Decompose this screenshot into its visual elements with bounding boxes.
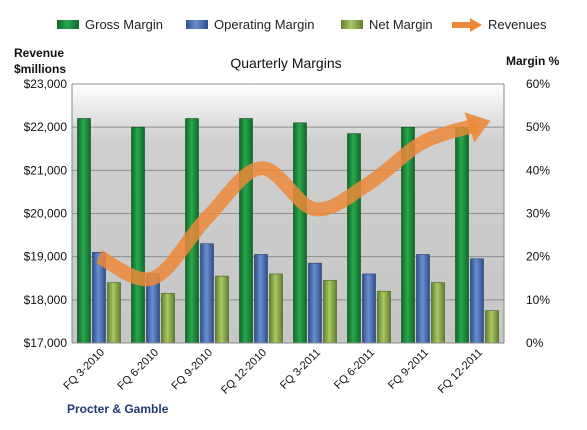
- right-tick-label: 60%: [526, 77, 550, 91]
- left-tick-label: $20,000: [24, 207, 68, 221]
- bar-operating-margin: [254, 254, 268, 344]
- left-tick-label: $21,000: [24, 163, 68, 177]
- revenue-line-layer: [95, 112, 491, 287]
- left-axis-title-line2: $millions: [14, 62, 66, 76]
- bar-operating-margin: [362, 273, 376, 344]
- x-tick-label: FQ 3-2010: [61, 347, 107, 393]
- legend-label-net-margin: Net Margin: [369, 17, 433, 32]
- bar-net-margin: [215, 275, 229, 344]
- bar-gross-margin: [239, 118, 253, 344]
- x-tick-label: FQ 12-2011: [436, 347, 485, 396]
- bar-net-margin: [269, 273, 283, 344]
- x-tick-label: FQ 3-2011: [278, 347, 323, 392]
- x-tick-label: FQ 12-2010: [219, 347, 269, 397]
- right-tick-label: 20%: [526, 250, 550, 264]
- legend-label-revenues: Revenues: [488, 17, 547, 32]
- bar-net-margin: [377, 290, 391, 344]
- legend-swatch-revenues: [452, 18, 482, 32]
- x-tick-label: FQ 6-2010: [115, 347, 161, 393]
- bar-net-margin: [107, 282, 121, 344]
- legend-swatch-operating-margin: [186, 20, 208, 29]
- bar-net-margin: [485, 310, 499, 344]
- bar-gross-margin: [455, 126, 469, 344]
- series-arrow-revenues: [464, 112, 491, 143]
- right-tick-label: 40%: [526, 163, 550, 177]
- left-tick-label: $17,000: [24, 336, 68, 350]
- left-axis-title-line1: Revenue: [14, 46, 64, 60]
- bar-operating-margin: [308, 262, 322, 344]
- bar-gross-margin: [131, 126, 145, 344]
- bar-net-margin: [161, 293, 175, 344]
- bar-gross-margin: [293, 122, 307, 344]
- left-tick-label: $18,000: [24, 293, 68, 307]
- bar-net-margin: [323, 280, 337, 344]
- x-axis-ticks: FQ 3-2010 FQ 6-2010 FQ 9-2010 FQ 12-2010 FQ …: [61, 347, 485, 397]
- legend-label-operating-margin: Operating Margin: [214, 17, 314, 32]
- x-tick-label: FQ 9-2010: [169, 347, 215, 393]
- legend-label-gross-margin: Gross Margin: [85, 17, 163, 32]
- bar-operating-margin: [200, 243, 214, 344]
- bar-operating-margin: [470, 258, 484, 344]
- legend: Gross Margin Operating Margin Net Margin…: [57, 17, 547, 32]
- bar-net-margin: [431, 282, 445, 344]
- right-tick-label: 10%: [526, 293, 550, 307]
- legend-swatch-gross-margin: [57, 20, 79, 29]
- series-line-revenues: [95, 118, 480, 287]
- legend-swatch-net-margin: [341, 20, 363, 29]
- right-axis-ticks: 0% 10% 20% 30% 40% 50% 60%: [526, 77, 550, 350]
- right-tick-label: 0%: [526, 336, 544, 350]
- x-tick-label: FQ 9-2011: [386, 347, 431, 392]
- footer-label: Procter & Gamble: [67, 402, 169, 416]
- chart-title: Quarterly Margins: [230, 55, 341, 71]
- left-axis-ticks: $17,000 $18,000 $19,000 $20,000 $21,000 $22,0…: [24, 77, 68, 350]
- right-axis-title: Margin %: [506, 54, 560, 68]
- bar-gross-margin: [77, 118, 91, 344]
- bar-gross-margin: [347, 133, 361, 344]
- x-tick-label: FQ 6-2011: [332, 347, 377, 392]
- left-tick-label: $23,000: [24, 77, 68, 91]
- right-tick-label: 50%: [526, 120, 550, 134]
- left-tick-label: $22,000: [24, 120, 68, 134]
- bar-operating-margin: [416, 254, 430, 344]
- left-tick-label: $19,000: [24, 250, 68, 264]
- right-tick-label: 30%: [526, 207, 550, 221]
